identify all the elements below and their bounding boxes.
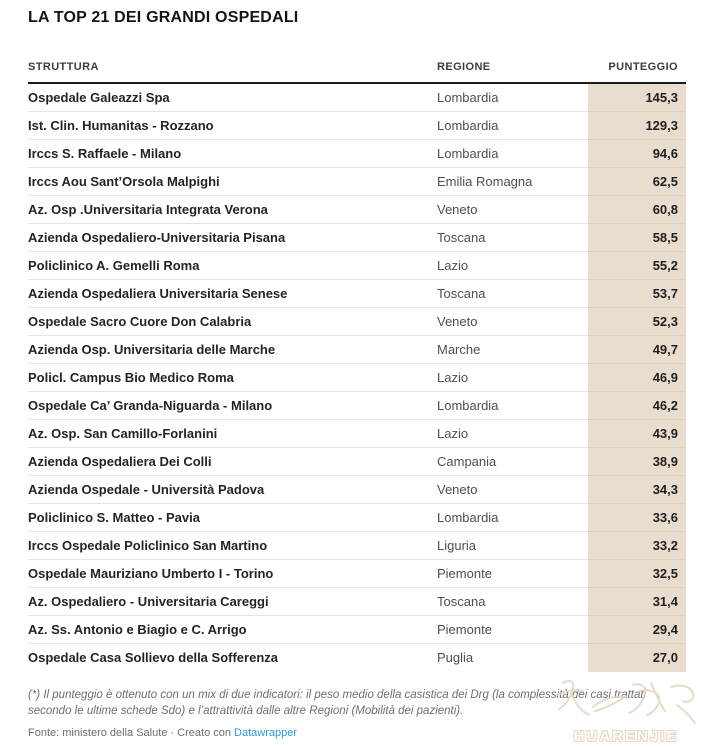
- cell-struttura: Ospedale Mauriziano Umberto I - Torino: [28, 560, 437, 589]
- table-row: Ospedale Sacro Cuore Don Calabria Veneto…: [28, 308, 686, 337]
- table-row: Azienda Ospedaliera Dei Colli Campania 3…: [28, 448, 686, 477]
- cell-punteggio: 46,2: [588, 392, 686, 421]
- table-row: Ospedale Ca’ Granda-Niguarda - Milano Lo…: [28, 392, 686, 421]
- cell-regione: Lombardia: [437, 504, 588, 533]
- cell-regione: Piemonte: [437, 616, 588, 645]
- source-text: Fonte: ministero della Salute · Creato c…: [28, 726, 235, 739]
- cell-punteggio: 52,3: [588, 308, 686, 337]
- cell-struttura: Policl. Campus Bio Medico Roma: [28, 364, 437, 393]
- cell-punteggio: 29,4: [588, 616, 686, 645]
- cell-punteggio: 58,5: [588, 224, 686, 253]
- cell-struttura: Ospedale Sacro Cuore Don Calabria: [28, 308, 437, 337]
- table-row: Irccs Aou Sant’Orsola Malpighi Emilia Ro…: [28, 168, 686, 197]
- cell-struttura: Policlinico S. Matteo - Pavia: [28, 504, 437, 533]
- table-row: Ospedale Casa Sollievo della Sofferenza …: [28, 644, 686, 673]
- cell-punteggio: 129,3: [588, 112, 686, 141]
- cell-punteggio: 32,5: [588, 560, 686, 589]
- column-header-struttura: STRUTTURA: [28, 61, 99, 74]
- cell-regione: Toscana: [437, 588, 588, 617]
- table-row: Policl. Campus Bio Medico Roma Lazio 46,…: [28, 364, 686, 393]
- cell-punteggio: 38,9: [588, 448, 686, 477]
- cell-struttura: Az. Ss. Antonio e Biagio e C. Arrigo: [28, 616, 437, 645]
- hospitals-table: STRUTTURA REGIONE PUNTEGGIO Ospedale Gal…: [28, 61, 686, 673]
- cell-regione: Veneto: [437, 476, 588, 505]
- cell-struttura: Irccs S. Raffaele - Milano: [28, 140, 437, 169]
- cell-struttura: Azienda Osp. Universitaria delle Marche: [28, 336, 437, 365]
- cell-punteggio: 55,2: [588, 252, 686, 281]
- cell-struttura: Irccs Aou Sant’Orsola Malpighi: [28, 168, 437, 197]
- table-header: STRUTTURA REGIONE PUNTEGGIO: [28, 61, 686, 85]
- table-row: Azienda Ospedaliera Universitaria Senese…: [28, 280, 686, 309]
- cell-regione: Marche: [437, 336, 588, 365]
- cell-struttura: Policlinico A. Gemelli Roma: [28, 252, 437, 281]
- cell-regione: Liguria: [437, 532, 588, 561]
- table-row: Policlinico A. Gemelli Roma Lazio 55,2: [28, 252, 686, 281]
- cell-punteggio: 31,4: [588, 588, 686, 617]
- cell-regione: Veneto: [437, 308, 588, 337]
- table-row: Ospedale Galeazzi Spa Lombardia 145,3: [28, 84, 686, 113]
- cell-regione: Toscana: [437, 224, 588, 253]
- cell-punteggio: 49,7: [588, 336, 686, 365]
- cell-regione: Toscana: [437, 280, 588, 309]
- cell-punteggio: 46,9: [588, 364, 686, 393]
- table-row: Azienda Ospedale - Università Padova Ven…: [28, 476, 686, 505]
- cell-regione: Puglia: [437, 650, 474, 666]
- cell-regione: Lombardia: [437, 84, 588, 113]
- cell-regione: Lazio: [437, 420, 588, 449]
- table-row: Ospedale Mauriziano Umberto I - Torino P…: [28, 560, 686, 589]
- cell-punteggio: 34,3: [588, 476, 686, 505]
- cell-struttura: Ospedale Casa Sollievo della Sofferenza: [28, 650, 278, 666]
- cell-struttura: Azienda Ospedale - Università Padova: [28, 476, 437, 505]
- source-line: Fonte: ministero della Salute · Creato c…: [28, 727, 686, 739]
- cell-regione: Lombardia: [437, 112, 588, 141]
- column-header-punteggio: PUNTEGGIO: [608, 61, 678, 74]
- cell-punteggio: 43,9: [588, 420, 686, 449]
- cell-struttura: Az. Osp .Universitaria Integrata Verona: [28, 196, 437, 225]
- cell-punteggio: 33,2: [588, 532, 686, 561]
- cell-punteggio: 27,0: [588, 644, 686, 673]
- table-row: Irccs S. Raffaele - Milano Lombardia 94,…: [28, 140, 686, 169]
- cell-punteggio: 60,8: [588, 196, 686, 225]
- cell-regione: Lazio: [437, 252, 588, 281]
- cell-struttura: Azienda Ospedaliero-Universitaria Pisana: [28, 224, 437, 253]
- table-row: Azienda Osp. Universitaria delle Marche …: [28, 336, 686, 365]
- datawrapper-link[interactable]: Datawrapper: [234, 726, 298, 739]
- table-body: Ospedale Galeazzi Spa Lombardia 145,3 Is…: [28, 84, 686, 673]
- cell-struttura: Azienda Ospedaliera Dei Colli: [28, 448, 437, 477]
- table-row: Az. Osp. San Camillo-Forlanini Lazio 43,…: [28, 420, 686, 449]
- cell-regione: Veneto: [437, 196, 588, 225]
- cell-struttura: Az. Osp. San Camillo-Forlanini: [28, 420, 437, 449]
- cell-struttura: Az. Ospedaliero - Universitaria Careggi: [28, 588, 437, 617]
- table-row: Ist. Clin. Humanitas - Rozzano Lombardia…: [28, 112, 686, 141]
- table-row: Irccs Ospedale Policlinico San Martino L…: [28, 532, 686, 561]
- cell-struttura: Ospedale Galeazzi Spa: [28, 84, 437, 113]
- cell-regione: Lazio: [437, 364, 588, 393]
- cell-punteggio: 145,3: [588, 84, 686, 113]
- cell-punteggio: 62,5: [588, 168, 686, 197]
- table-row: Az. Ss. Antonio e Biagio e C. Arrigo Pie…: [28, 616, 686, 645]
- cell-regione: Lombardia: [437, 140, 588, 169]
- cell-struttura: Azienda Ospedaliera Universitaria Senese: [28, 280, 437, 309]
- cell-regione: Campania: [437, 448, 588, 477]
- cell-punteggio: 33,6: [588, 504, 686, 533]
- cell-punteggio: 94,6: [588, 140, 686, 169]
- cell-regione: Emilia Romagna: [437, 168, 588, 197]
- table-row: Azienda Ospedaliero-Universitaria Pisana…: [28, 224, 686, 253]
- cell-struttura: Ist. Clin. Humanitas - Rozzano: [28, 112, 437, 141]
- table-row: Policlinico S. Matteo - Pavia Lombardia …: [28, 504, 686, 533]
- page-title: LA TOP 21 DEI GRANDI OSPEDALI: [28, 9, 299, 26]
- cell-struttura: Irccs Ospedale Policlinico San Martino: [28, 532, 437, 561]
- footnote: (*) Il punteggio è ottenuto con un mix d…: [28, 689, 647, 717]
- cell-regione: Lombardia: [437, 392, 588, 421]
- column-header-regione: REGIONE: [437, 61, 491, 74]
- cell-punteggio: 53,7: [588, 280, 686, 309]
- cell-struttura: Ospedale Ca’ Granda-Niguarda - Milano: [28, 392, 437, 421]
- table-row: Az. Ospedaliero - Universitaria Careggi …: [28, 588, 686, 617]
- table-row: Az. Osp .Universitaria Integrata Verona …: [28, 196, 686, 225]
- cell-regione: Piemonte: [437, 560, 588, 589]
